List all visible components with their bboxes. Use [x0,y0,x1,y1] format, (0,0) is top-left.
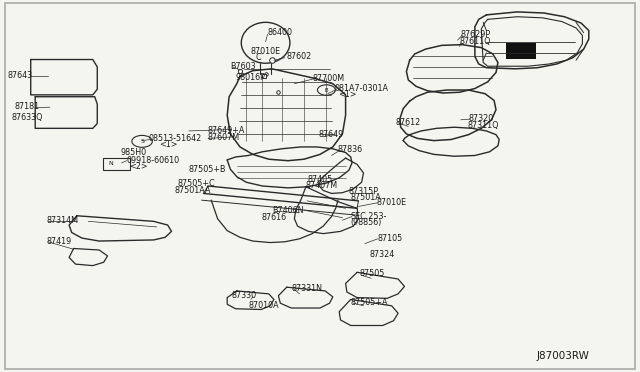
Text: 87331N: 87331N [291,284,322,293]
Text: 87010A: 87010A [248,301,279,310]
Text: 87612: 87612 [396,118,420,126]
Text: 87629P: 87629P [461,30,491,39]
Text: 87505+C: 87505+C [178,179,216,187]
Text: 98016P: 98016P [236,73,266,82]
Text: C: C [256,53,262,62]
Text: B: B [324,87,328,93]
Text: B7406N: B7406N [272,206,303,215]
Text: 87700M: 87700M [312,74,344,83]
Text: 09918-60610: 09918-60610 [127,156,180,165]
Text: 985H0: 985H0 [120,148,147,157]
Text: (98856): (98856) [351,218,382,227]
Text: 87836: 87836 [338,145,363,154]
Text: 87501AA: 87501AA [174,186,211,195]
Text: 87419: 87419 [46,237,71,246]
Text: 87602: 87602 [287,52,312,61]
Text: 86400: 86400 [268,28,292,37]
Text: <1>: <1> [338,90,356,99]
Text: 87407M: 87407M [306,182,338,190]
Text: 87010E: 87010E [251,47,281,56]
Text: 87105: 87105 [378,234,403,243]
Text: 87181: 87181 [14,102,39,110]
Text: 87501A: 87501A [351,193,381,202]
Text: 08513-51642: 08513-51642 [148,134,202,143]
Text: SEC.253-: SEC.253- [351,212,387,221]
Text: 87405: 87405 [307,175,332,184]
Text: S: S [140,139,144,144]
Text: B7603: B7603 [230,62,256,71]
Text: 87649+A: 87649+A [208,126,245,135]
Text: 87616: 87616 [261,213,286,222]
Text: 87505: 87505 [360,269,385,278]
Text: 87607M: 87607M [208,133,240,142]
Text: 87320: 87320 [468,114,493,123]
Text: 87643: 87643 [8,71,33,80]
Text: 87314M: 87314M [46,216,78,225]
Text: <1>: <1> [159,140,177,149]
Text: 081A7-0301A: 081A7-0301A [334,84,388,93]
Text: 87633Q: 87633Q [12,113,43,122]
Text: 87649: 87649 [319,130,344,139]
Text: 87505+A: 87505+A [351,298,388,307]
Text: 87330: 87330 [232,291,257,300]
Text: 87315P: 87315P [349,187,379,196]
Text: 87311Q: 87311Q [467,121,499,130]
Text: 87324: 87324 [370,250,395,259]
Text: N: N [108,161,113,166]
Text: <2>: <2> [129,162,148,171]
Text: 87505+B: 87505+B [189,165,227,174]
Text: 87010E: 87010E [376,198,406,207]
Text: 87611Q: 87611Q [460,37,491,46]
Bar [506,43,536,59]
Text: J87003RW: J87003RW [537,352,589,361]
